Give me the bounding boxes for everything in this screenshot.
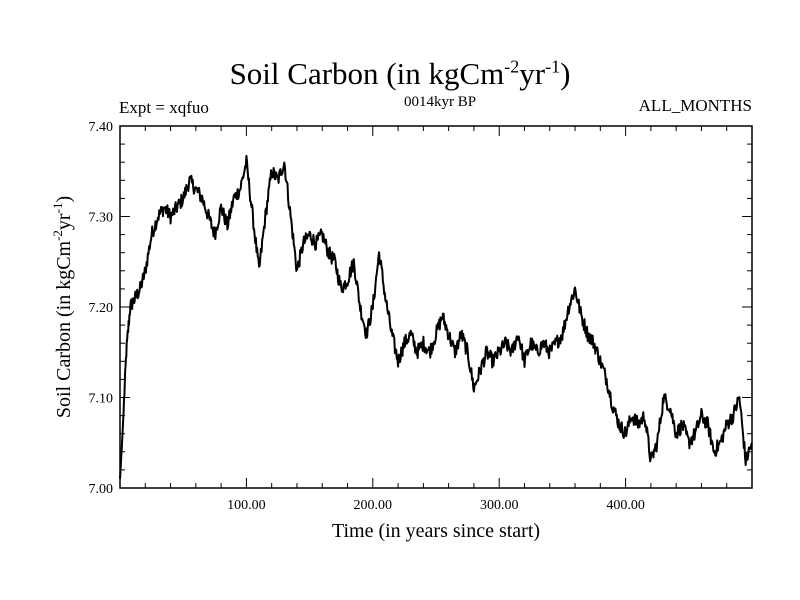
experiment-label: Expt = xqfuo [119,98,209,117]
y-axis-label: Soil Carbon (in kgCm-2yr-1) [50,196,75,418]
y-tick-label: 7.10 [89,392,114,407]
x-tick-label: 200.00 [354,498,393,513]
chart-title: Soil Carbon (in kgCm-2yr-1) [229,56,571,91]
y-tick-label: 7.00 [89,482,114,497]
x-tick-label: 400.00 [606,498,645,513]
x-axis-label: Time (in years since start) [332,520,540,542]
y-tick-label: 7.40 [89,120,114,135]
y-tick-label: 7.20 [89,301,114,316]
y-tick-label: 7.30 [89,211,114,226]
x-tick-label: 100.00 [227,498,266,513]
months-label: ALL_MONTHS [638,96,752,115]
chart-subtitle: 0014kyr BP [403,94,477,110]
tick-labels: 100.00 200.00 300.00 400.00 7.00 7.10 7.20 7.30… [89,120,645,513]
series-line [119,154,753,480]
x-tick-label: 300.00 [480,498,519,513]
series-group [119,154,753,480]
plot-frame [119,125,753,489]
